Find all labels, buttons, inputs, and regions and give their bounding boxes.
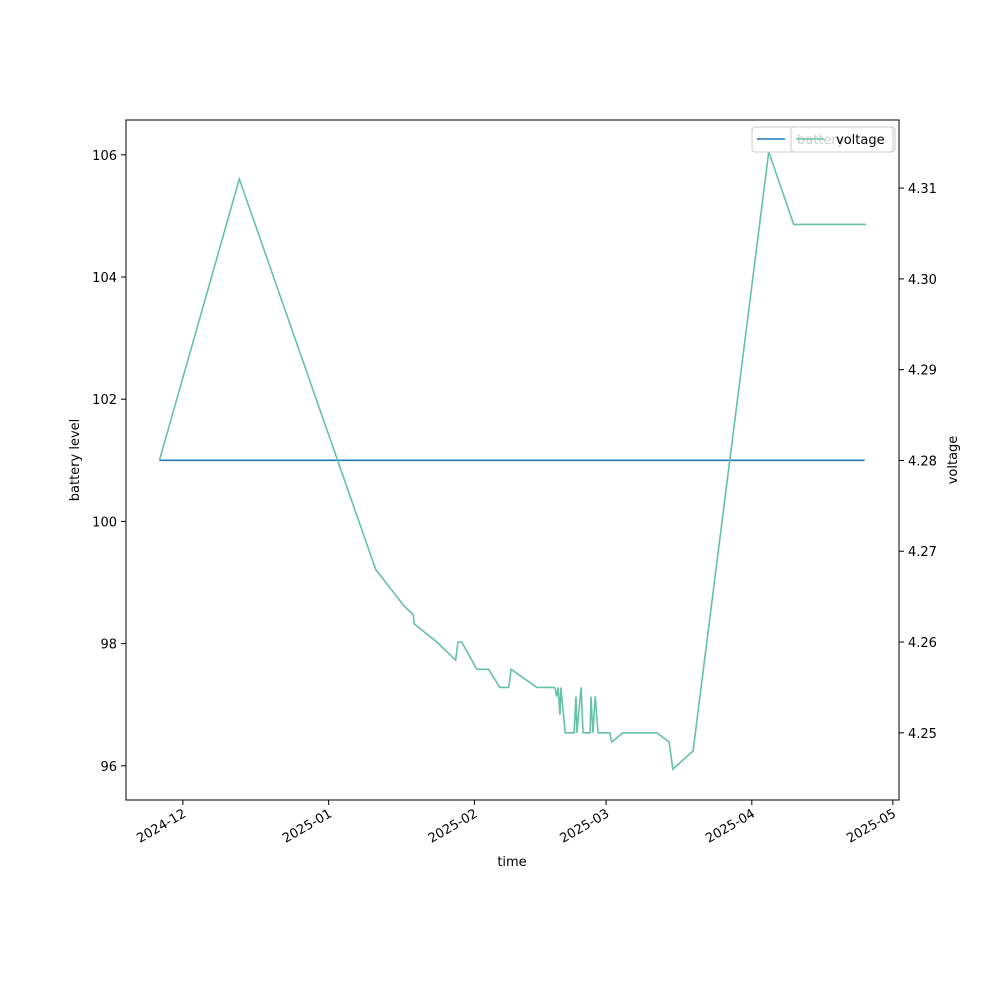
y-tick-label: 98	[100, 638, 117, 653]
x-tick-label: 2024-12	[134, 806, 189, 846]
y2-tick-label: 4.29	[908, 364, 937, 379]
y-tick-label: 96	[100, 760, 117, 775]
y-tick-label: 102	[92, 393, 117, 408]
y-tick-label: 104	[92, 271, 117, 286]
x-tick-label: 2025-02	[426, 806, 481, 846]
y2-tick-label: 4.30	[908, 273, 937, 288]
y2-tick-label: 4.26	[908, 636, 937, 651]
y2-axis-label: voltage	[946, 436, 961, 485]
legend-label: voltage	[836, 133, 885, 148]
x-tick-label: 2025-05	[844, 806, 899, 846]
legend-box	[790, 126, 894, 153]
y-tick-label: 106	[92, 149, 117, 164]
x-tick-label: 2025-03	[558, 806, 613, 846]
plot-frame	[125, 119, 900, 801]
x-tick-label: 2025-04	[703, 806, 758, 846]
y2-tick-label: 4.31	[908, 182, 937, 197]
series-line	[158, 151, 867, 771]
y2-tick-label: 4.28	[908, 454, 937, 469]
x-axis-label: time	[497, 855, 526, 870]
y-tick-label: 100	[92, 515, 117, 530]
y2-tick-label: 4.27	[908, 545, 937, 560]
x-tick-label: 2025-01	[280, 806, 335, 846]
y-axis-label: battery level	[68, 419, 83, 502]
y2-tick-label: 4.25	[908, 727, 937, 742]
legend: voltage	[790, 126, 894, 153]
